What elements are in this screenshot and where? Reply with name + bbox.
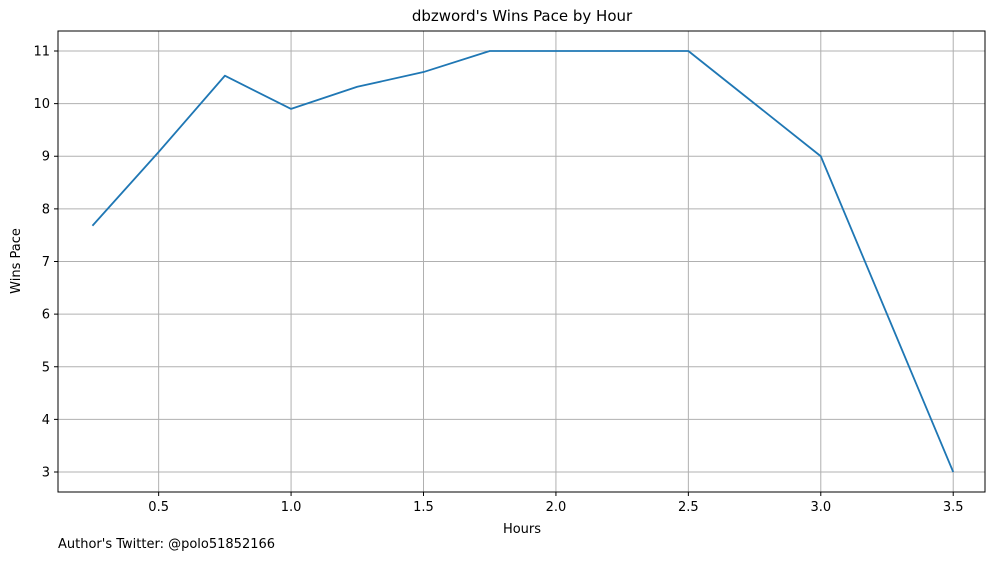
series-layer (91, 50, 955, 473)
chart-title: dbzword's Wins Pace by Hour (412, 7, 633, 25)
series-line (91, 50, 955, 473)
x-axis-label: Hours (503, 522, 541, 537)
y-tick-label: 8 (42, 202, 50, 217)
y-axis-label: Wins Pace (9, 228, 24, 294)
grid (58, 31, 985, 492)
y-tick-label: 4 (42, 413, 50, 428)
y-tick-label: 5 (42, 360, 50, 375)
x-tick-label: 3.5 (943, 500, 964, 515)
y-tick-label: 6 (42, 308, 50, 323)
x-tick-label: 1.5 (413, 500, 434, 515)
y-tick-label: 10 (33, 97, 50, 112)
y-tick-label: 11 (33, 44, 50, 59)
x-tick-label: 2.5 (678, 500, 699, 515)
x-tick-label: 0.5 (148, 500, 169, 515)
author-credit: Author's Twitter: @polo51852166 (58, 537, 276, 552)
y-tick-label: 7 (42, 255, 50, 270)
y-tick-label: 3 (42, 466, 50, 481)
ticks: 0.5 1.0 1.5 2.0 2.5 3.0 3.5 3 4 5 6 7 8 9 10 11 (33, 44, 963, 515)
x-tick-label: 1.0 (281, 500, 302, 515)
x-tick-label: 2.0 (546, 500, 567, 515)
y-tick-label: 9 (42, 150, 50, 165)
x-tick-label: 3.0 (810, 500, 831, 515)
